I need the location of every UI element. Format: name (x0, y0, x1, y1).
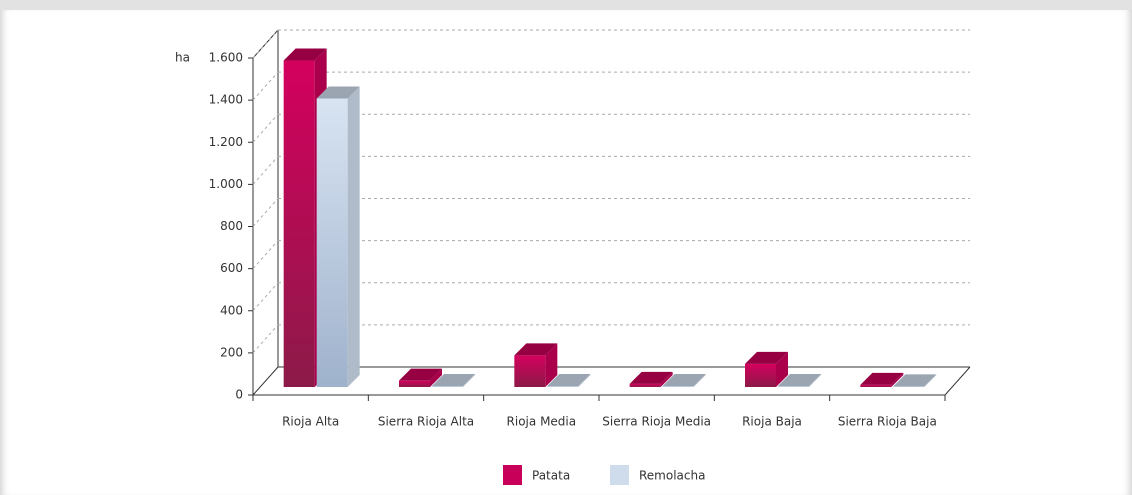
grid-diagonal (252, 324, 279, 354)
bar-front (778, 385, 809, 387)
x-tick-label: Rioja Baja (742, 415, 802, 429)
grid-diagonal (252, 113, 279, 143)
grid-diagonal (252, 282, 279, 312)
bar (860, 372, 904, 387)
bar-front (547, 385, 579, 387)
grid-diagonal (252, 29, 279, 59)
bar-front (316, 98, 348, 387)
bar (399, 368, 442, 387)
bar-top (432, 373, 475, 386)
bar-side (660, 371, 673, 387)
bar-top (283, 48, 327, 61)
bar-side (891, 372, 904, 387)
bar-top (316, 86, 360, 99)
bar-front (745, 363, 776, 387)
bar-front (514, 355, 546, 387)
legend-swatch (610, 465, 629, 485)
bar-top (547, 373, 591, 386)
bar-front (629, 383, 661, 387)
bar-side (430, 368, 442, 387)
grid-diagonal (252, 198, 279, 227)
legend-label: Patata (532, 469, 570, 483)
bar-side (578, 373, 591, 387)
grid-diagonal (252, 71, 279, 101)
bar-side (693, 373, 706, 387)
bar-side (545, 343, 558, 387)
bar-top (893, 374, 937, 387)
x-tick-label: Sierra Rioja Baja (838, 415, 937, 429)
x-tick-label: Rioja Media (507, 415, 577, 429)
legend-swatch (503, 465, 522, 485)
bar-front (283, 60, 315, 387)
floor (252, 366, 971, 396)
y-tick-label: 1.400 (209, 93, 243, 107)
bar-front (432, 385, 463, 387)
bar (893, 374, 937, 387)
x-tick-label: Sierra Rioja Media (602, 415, 711, 429)
bar-front (662, 385, 694, 387)
bar-top (629, 371, 673, 384)
x-tick-label: Rioja Alta (282, 415, 339, 429)
grid-diagonal (252, 156, 279, 185)
bar-side (809, 373, 821, 387)
bar (514, 343, 558, 387)
x-tick-label: Sierra Rioja Alta (378, 415, 474, 429)
y-tick-label: 400 (220, 303, 243, 317)
y-tick-label: 1.600 (209, 51, 243, 65)
bar-side (924, 374, 937, 387)
y-tick-label: 800 (220, 219, 243, 233)
bar (778, 373, 821, 387)
bar-top (745, 351, 788, 364)
bar-front (893, 386, 925, 387)
bar-front (399, 380, 430, 387)
y-axis-label: ha (175, 51, 190, 65)
bar (662, 373, 706, 387)
bar (432, 373, 475, 387)
bar (745, 351, 788, 387)
bar-side (347, 86, 360, 387)
bar (547, 373, 591, 387)
y-tick-label: 1.000 (209, 177, 243, 191)
legend-label: Remolacha (639, 469, 705, 483)
bar-front (860, 384, 892, 387)
bar-side (776, 351, 788, 387)
bar-top (399, 368, 442, 381)
y-tick-label: 0 (235, 388, 243, 402)
y-tick-label: 200 (220, 345, 243, 359)
bar-top (662, 373, 706, 386)
bar-top (778, 373, 821, 386)
bar (316, 86, 360, 387)
bar-top (514, 343, 558, 356)
bar-side (463, 373, 475, 387)
grid-diagonal (252, 240, 279, 269)
bar-top (860, 372, 904, 385)
y-tick-label: 600 (220, 261, 243, 275)
bar (629, 371, 673, 387)
y-tick-label: 1.200 (209, 135, 243, 149)
